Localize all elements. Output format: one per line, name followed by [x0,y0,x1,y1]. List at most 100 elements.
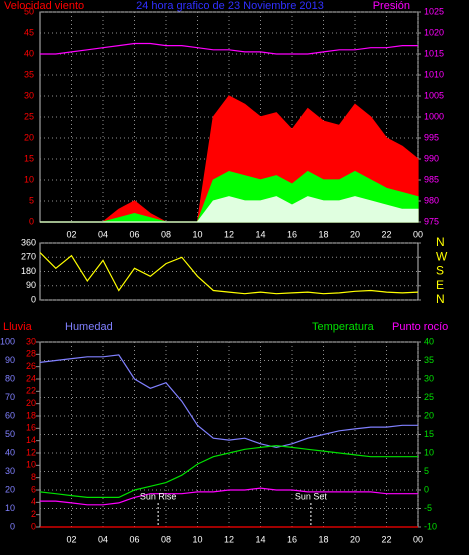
series-line [39,444,418,498]
y3-tick-label: 30 [26,336,36,346]
x-tick-label: 02 [66,229,76,239]
x-tick-label: 14 [255,534,265,544]
x-tick-label: 06 [129,229,139,239]
y2-tick-label: -10 [424,521,437,531]
y3-tick-label: 18 [26,410,36,420]
y-axis-label: Velocidad viento [4,0,84,12]
x-tick-label: 22 [381,534,391,544]
x-tick-label: 00 [413,229,423,239]
x-tick-label: 20 [350,534,360,544]
x-tick-label: 12 [224,229,234,239]
y2-tick-label: 990 [424,153,439,163]
x-tick-label: 14 [255,229,265,239]
y2-tick-label: 1020 [424,27,444,37]
x-tick-label: 16 [287,534,297,544]
y3-tick-label: 4 [31,497,36,507]
legend-label: Temperatura [312,321,375,333]
series-line [39,354,418,449]
y-tick-label: 20 [5,484,15,494]
y3-tick-label: 8 [31,472,36,482]
y-tick-label: 90 [5,355,15,365]
annotation-label: Sun Set [295,491,328,501]
y3-tick-label: 16 [26,423,36,433]
y2-tick-label: 25 [424,392,434,402]
y2-tick-label: 980 [424,195,439,205]
y2-tick-label: 975 [424,216,439,226]
y3-tick-label: 14 [26,435,36,445]
y2-tick-label: 30 [424,373,434,383]
y2-tick-label: 0 [424,484,429,494]
y-tick-label: 90 [26,280,36,290]
y-tick-label: 50 [5,429,15,439]
y-tick-label: 60 [5,410,15,420]
y-tick-label: 50 [24,6,34,16]
y-tick-label: 45 [24,27,34,37]
y2-tick-label: 40 [424,336,434,346]
y-tick-label: 40 [24,48,34,58]
series-line [40,487,418,506]
y-tick-label: 80 [5,373,15,383]
y-tick-label: 360 [21,237,36,247]
x-tick-label: 04 [98,534,108,544]
y2-tick-label: 1025 [424,6,444,16]
y2-tick-label: 10 [424,447,434,457]
y2-tick-label: 1010 [424,69,444,79]
y2-tick-label: 1000 [424,111,444,121]
x-tick-label: 08 [161,229,171,239]
y-tick-label: 15 [24,153,34,163]
x-tick-label: 12 [224,534,234,544]
legend-label: Lluvia [3,321,33,333]
x-tick-label: 20 [350,229,360,239]
y3-tick-label: 0 [31,521,36,531]
legend-label: Punto rocío [392,321,448,333]
y3-tick-label: 22 [26,386,36,396]
y2-tick-label: 985 [424,174,439,184]
annotation-label: Sun Rise [140,491,177,501]
y2-tick-label: W [436,249,448,263]
legend-label: Humedad [65,321,113,333]
y2-tick-label: 20 [424,410,434,420]
y2-tick-label: N [436,235,445,249]
x-tick-label: 18 [318,229,328,239]
x-tick-label: 04 [98,229,108,239]
y2-tick-label: 995 [424,132,439,142]
x-tick-label: 02 [66,534,76,544]
y3-tick-label: 6 [31,484,36,494]
series-line [40,42,418,55]
y3-tick-label: 20 [26,398,36,408]
y3-tick-label: 10 [26,460,36,470]
y2-tick-label: 1015 [424,48,444,58]
y-tick-label: 30 [24,90,34,100]
series-line [39,252,419,295]
y-tick-label: 10 [24,174,34,184]
y-tick-label: 0 [29,216,34,226]
y-tick-label: 0 [31,294,36,304]
y-tick-label: 25 [24,111,34,121]
x-tick-label: 18 [318,534,328,544]
y3-tick-label: 2 [31,509,36,519]
x-tick-label: 08 [161,534,171,544]
y3-tick-label: 26 [26,361,36,371]
y2-tick-label: S [436,264,444,278]
y2-tick-label: 15 [424,429,434,439]
y2-tick-label: 1005 [424,90,444,100]
y-tick-label: 180 [21,266,36,276]
y3-tick-label: 28 [26,349,36,359]
y3-tick-label: 24 [26,373,36,383]
y2-tick-label: 35 [424,355,434,365]
y2-tick-label: -5 [424,503,432,513]
y2-tick-label: 5 [424,466,429,476]
y2-tick-label: N [436,292,445,306]
y-tick-label: 35 [24,69,34,79]
y-tick-label: 5 [29,195,34,205]
y2-axis-label: Presión [373,0,410,12]
y-tick-label: 40 [5,447,15,457]
y-tick-label: 100 [0,336,15,346]
y-tick-label: 30 [5,466,15,476]
y-tick-label: 70 [5,392,15,402]
x-tick-label: 10 [192,534,202,544]
y3-tick-label: 12 [26,447,36,457]
y-tick-label: 0 [10,521,15,531]
